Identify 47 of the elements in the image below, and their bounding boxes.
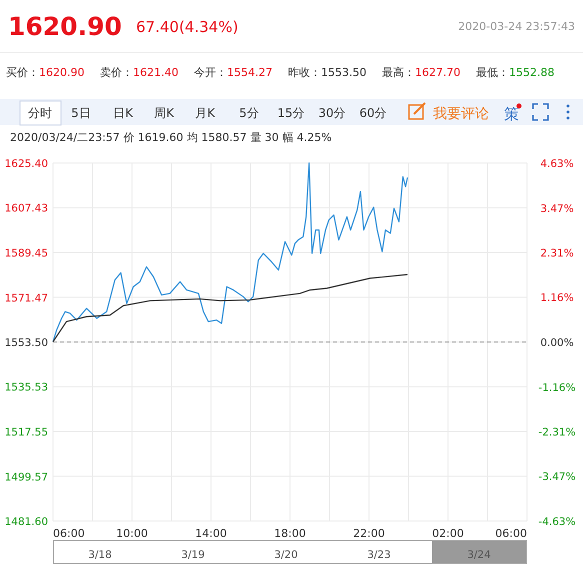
y2-tick-label: -3.47% (538, 471, 576, 484)
chart-subtitle: 67.40(4.34%) (136, 18, 238, 36)
x-tick-label: 14:00 (195, 527, 227, 540)
text: 3/19 (181, 549, 205, 561)
text: 5分 (239, 106, 259, 120)
y2-tick-label: 2.31% (540, 248, 574, 260)
x-tick-label: 06:00 (495, 527, 527, 540)
y-tick-label: 1607.43 (4, 202, 48, 215)
y-tick-label: 1481.60 (4, 516, 48, 528)
y-tick-label: 1589.45 (4, 248, 48, 260)
chart-title: 1620.90 (8, 12, 122, 41)
line-series (52, 274, 408, 342)
x-tick-label: 18:00 (274, 527, 306, 540)
y-tick-label: 1499.57 (4, 471, 48, 484)
text: 2020-03-24 23:57:43 (458, 20, 575, 33)
x-tick-label: 02:00 (432, 527, 464, 540)
text: 3/24 (467, 549, 492, 561)
x-tick-label: 22:00 (353, 527, 385, 540)
text: 周K (154, 106, 176, 120)
y-tick-label: 1553.50 (4, 337, 48, 349)
text: 3/23 (367, 549, 391, 561)
text: 3/20 (274, 549, 298, 561)
y2-tick-label: 1.16% (540, 292, 574, 304)
text: 5日 (71, 106, 91, 120)
text: 30分 (318, 106, 346, 120)
y-tick-label: 1535.53 (4, 382, 48, 394)
y-tick-label: 1517.55 (4, 426, 48, 438)
y2-tick-label: -1.16% (538, 382, 576, 394)
x-tick-label: 06:00 (53, 527, 85, 540)
y-tick-label: 1625.40 (4, 158, 48, 170)
line-series (52, 162, 408, 342)
text: 60分 (359, 106, 387, 120)
y2-tick-label: 0.00% (540, 337, 574, 349)
text: 我要评论 (433, 106, 489, 122)
y2-tick-label: -4.63% (538, 516, 576, 528)
x-tick-label: 10:00 (116, 527, 148, 540)
text: 日K (113, 106, 134, 120)
y2-tick-label: 3.47% (540, 202, 574, 215)
y2-tick-label: 4.63% (540, 158, 574, 170)
text: 15分 (277, 106, 305, 120)
text: 策 (504, 105, 519, 123)
text: 月K (195, 106, 216, 120)
y-tick-label: 1571.47 (4, 292, 48, 304)
text: 3/18 (88, 549, 112, 561)
text: 2020/03/24/二23:57 价 1619.60 均 1580.57 量 30 幅 4.25% (10, 131, 332, 144)
y2-tick-label: -2.31% (538, 426, 576, 438)
text: 分时 (28, 106, 52, 120)
